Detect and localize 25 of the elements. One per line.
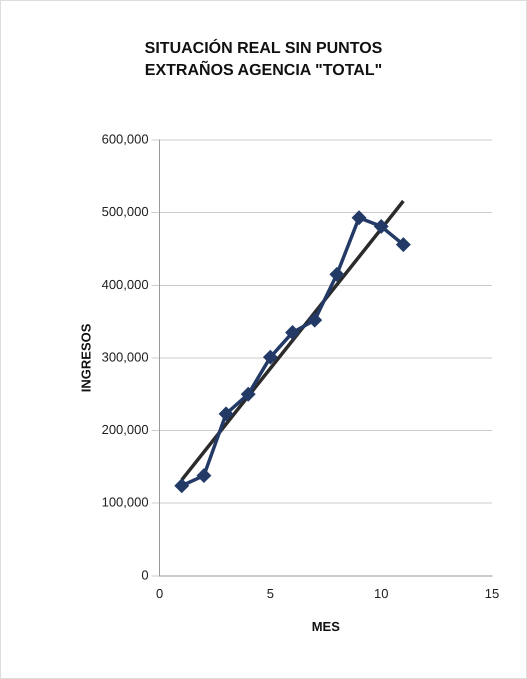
y-axis-title: INGRESOS (78, 323, 94, 392)
x-tick-label: 5 (266, 586, 274, 602)
point (264, 350, 278, 364)
y-tick-label: 300,000 (102, 349, 149, 364)
y-tick-label: 500,000 (102, 204, 149, 220)
point (374, 220, 388, 234)
x-tick-label: 0 (156, 586, 164, 602)
x-tick-label: 10 (374, 586, 388, 602)
chart-title: SITUACIÓN REAL SIN PUNTOS EXTRAÑOS AGENCIA "TOTAL" (144, 38, 384, 81)
point (396, 238, 410, 252)
y-tick-label: 200,000 (102, 422, 149, 438)
point (330, 268, 344, 282)
point (286, 326, 300, 340)
y-tick-label: 0 (141, 567, 149, 582)
point (308, 313, 322, 327)
y-tick-label: 100,000 (102, 494, 149, 510)
point (219, 407, 233, 421)
point (175, 478, 189, 492)
x-axis-title: MES (312, 618, 340, 634)
y-tick-label: 600,000 (102, 132, 149, 147)
point (241, 387, 255, 401)
x-tick-label: 15 (484, 586, 500, 602)
point (352, 210, 366, 224)
y-tick-label: 400,000 (102, 276, 149, 292)
point (197, 468, 211, 482)
